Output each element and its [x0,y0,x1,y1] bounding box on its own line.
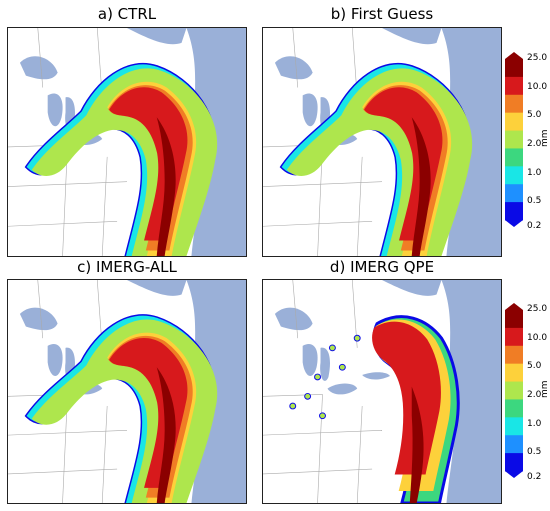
state-border [356,156,363,256]
great-lake [362,372,390,380]
map-panel-a [7,27,247,257]
colorbar-segment [505,381,523,400]
great-lake [327,383,358,395]
colorbar-min-arrow [505,471,523,478]
colorbar-tick: 1.0 [527,419,542,429]
colorbar-segment [505,130,523,149]
hudson-bay [382,28,442,45]
colorbar-segment [505,345,523,365]
precip-core-red [372,321,441,475]
colorbar-unit-label: mm [540,129,550,147]
colorbar-min-arrow [505,220,523,227]
state-border [292,28,299,88]
great-lake [320,347,331,381]
great-lake [274,56,313,80]
colorbar-segment [505,76,523,96]
colorbar-segment [505,363,523,383]
great-lake [302,344,318,377]
colorbar-segment [505,435,523,454]
state-border [8,468,118,475]
colorbar-top-scale [505,52,523,227]
colorbar-segment [505,202,523,221]
colorbar-tick: 25.0 [527,53,548,63]
state-border [8,181,128,187]
colorbar-tick: 2.0 [527,390,542,400]
colorbar-segment [505,417,523,436]
colorbar-top: 25.0 10.0 5.0 2.0 1.0 0.5 0.2 mm [505,52,550,231]
great-lake [19,307,58,331]
panel-title-a: a) CTRL [97,5,157,23]
precip-cell [314,373,322,381]
hudson-bay [127,280,187,296]
state-border [8,221,118,227]
colorbar-max-arrow [505,52,523,59]
colorbar-tick: 5.0 [527,361,542,371]
state-border [317,394,323,503]
colorbar-tick: 0.5 [527,196,542,206]
panel-title-c: c) IMERG-ALL [77,258,177,276]
precip-max-darkred [409,386,424,503]
hudson-bay [127,28,187,45]
precip-cell [319,412,326,420]
precip-cell [289,402,297,410]
colorbar-tick: 5.0 [527,110,542,120]
precip-cell [338,363,346,371]
colorbar-segment [505,148,523,167]
state-border [263,221,373,227]
great-lake [47,344,63,377]
map-panel-b [262,27,502,257]
colorbar-tick: 10.0 [527,333,548,343]
colorbar-segment [505,184,523,203]
state-border [263,429,383,436]
colorbar-bottom-scale [505,303,523,478]
precip-cell [328,344,336,352]
panel-title-d: d) IMERG QPE [329,258,435,276]
state-border [8,429,128,436]
colorbar-tick: 1.0 [527,168,542,178]
precip-max-darkred [156,367,176,503]
colorbar-bottom: 25.0 10.0 5.0 2.0 1.0 0.5 0.2 mm [505,303,550,482]
colorbar-tick: 0.2 [527,221,542,231]
colorbar-max-arrow [505,303,523,310]
colorbar-segment [505,166,523,185]
colorbar-segment [505,310,523,329]
state-border [263,181,383,187]
great-lake [47,93,63,127]
colorbar-tick: 10.0 [527,82,548,92]
precip-cell [353,334,361,342]
state-border [263,394,323,397]
map-panel-d [262,279,502,504]
great-lake [274,307,313,331]
state-border [37,280,44,339]
precip-max-darkred [411,117,431,256]
state-border [263,468,373,475]
colorbar-segment [505,112,523,132]
colorbar-segment [505,453,523,472]
state-border [356,406,363,503]
colorbar-segment [505,399,523,418]
state-border [292,280,299,339]
panel-title-b: b) First Guess [330,5,434,23]
colorbar-unit-label: mm [540,380,550,398]
ocean [441,280,501,503]
state-border [101,406,108,503]
precip-cell [304,392,312,400]
colorbar-tick: 0.5 [527,447,542,457]
colorbar-segment [505,94,523,114]
great-lake [19,56,58,80]
state-border [101,156,108,256]
colorbar-segment [505,59,523,78]
colorbar-tick: 25.0 [527,304,548,314]
state-border [37,28,44,88]
hudson-bay [382,280,442,296]
map-panel-c [7,279,247,504]
colorbar-segment [505,327,523,347]
precip-max-darkred [156,117,176,256]
colorbar-tick: 0.2 [527,472,542,482]
great-lake [302,93,318,127]
colorbar-tick: 2.0 [527,139,542,149]
